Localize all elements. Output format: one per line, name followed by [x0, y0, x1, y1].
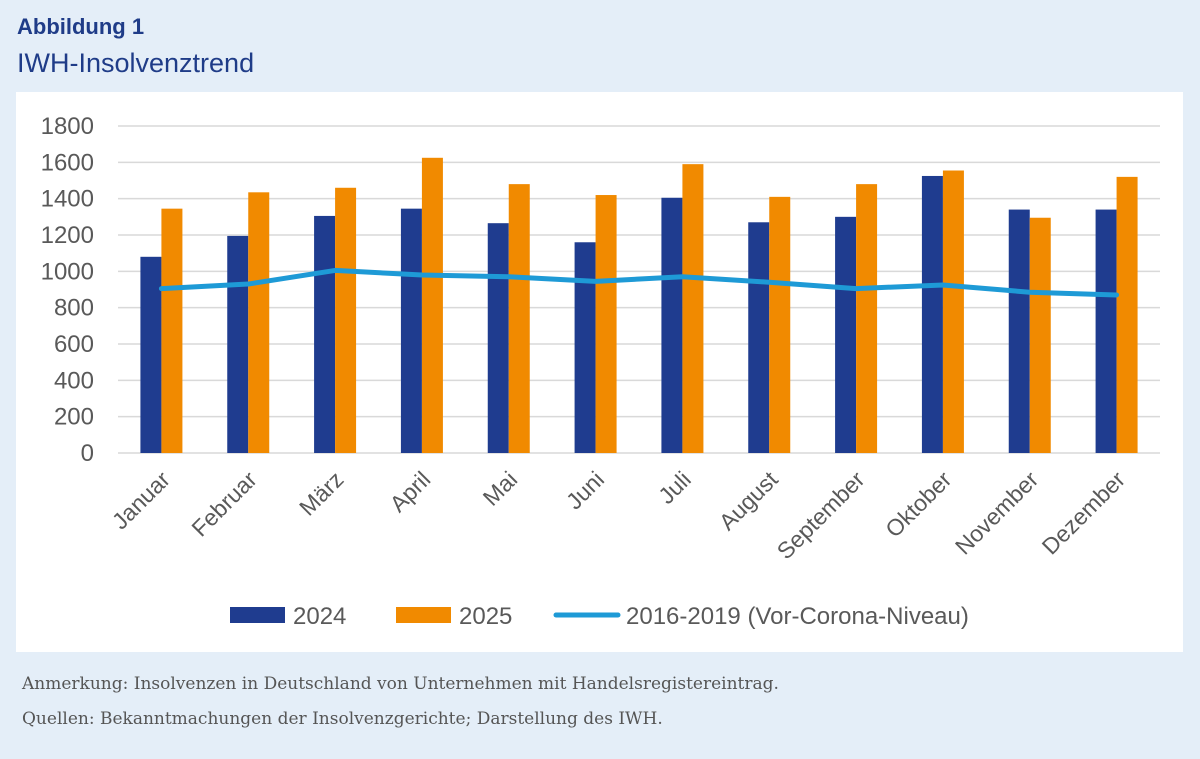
bar-2025 [161, 208, 183, 453]
y-tick-label: 400 [54, 367, 94, 394]
bar-2025 [595, 195, 617, 453]
legend-swatch [396, 607, 451, 623]
bar-2024 [835, 216, 857, 453]
x-tick-label: April [385, 466, 436, 517]
figure-label: Abbildung 1 [17, 14, 145, 39]
chart-panel: 0 200 400 600 800 1000 1200 1400 1600 1800 Januar F… [16, 92, 1183, 652]
bar-2025 [682, 164, 704, 453]
x-tick-label: August [714, 466, 783, 535]
chart: 0 200 400 600 800 1000 1200 1400 1600 1800 Januar F… [41, 113, 1160, 630]
y-tick-label: 1200 [41, 222, 94, 249]
y-tick-label: 800 [54, 295, 94, 322]
bar-2024 [400, 208, 422, 453]
bar-2025 [942, 170, 964, 453]
x-tick-label: Februar [186, 466, 262, 542]
legend-label: 2025 [459, 603, 512, 630]
bar-2025 [1116, 176, 1138, 453]
bar-2024 [1095, 209, 1117, 453]
bar-2025 [856, 184, 878, 453]
x-tick-label: Juni [561, 466, 609, 514]
bar-2025 [248, 192, 270, 453]
bar-2025 [421, 157, 443, 453]
x-tick-label: Mai [478, 466, 523, 511]
x-tick-label: Juli [653, 466, 696, 509]
bar-2024 [140, 256, 162, 453]
bar-2025 [769, 196, 791, 453]
x-tick-label: Oktober [880, 466, 956, 542]
legend-label: 2024 [293, 603, 346, 630]
legend-swatch [230, 607, 285, 623]
y-tick-label: 1000 [41, 258, 94, 285]
bar-2024 [921, 175, 943, 453]
y-tick-label: 1400 [41, 186, 94, 213]
y-tick-label: 1600 [41, 149, 94, 176]
bar-2024 [574, 242, 596, 453]
y-tick-label: 600 [54, 331, 94, 358]
bar-2025 [1029, 217, 1051, 453]
bar-2024 [748, 222, 770, 453]
bar-2025 [335, 187, 357, 453]
chart-title: IWH-Insolvenztrend [17, 48, 255, 78]
x-tick-label: März [294, 466, 349, 521]
x-tick-label: Dezember [1037, 466, 1131, 560]
chart-source: Quellen: Bekanntmachungen der Insolvenzg… [22, 709, 663, 729]
bar-2024 [227, 235, 249, 453]
bar-2024 [487, 223, 509, 453]
x-tick-label: November [950, 466, 1044, 560]
bar-2024 [1008, 209, 1030, 453]
x-tick-label: September [772, 466, 870, 564]
y-tick-label: 200 [54, 404, 94, 431]
bar-2025 [508, 184, 530, 453]
bar-2024 [314, 215, 336, 453]
y-tick-label: 1800 [41, 113, 94, 140]
chart-note: Anmerkung: Insolvenzen in Deutschland vo… [22, 674, 779, 694]
legend-label: 2016-2019 (Vor-Corona-Niveau) [626, 603, 969, 630]
y-tick-label: 0 [81, 440, 94, 467]
bar-2024 [661, 197, 683, 453]
x-tick-label: Januar [107, 466, 175, 534]
line-series [158, 267, 1120, 298]
